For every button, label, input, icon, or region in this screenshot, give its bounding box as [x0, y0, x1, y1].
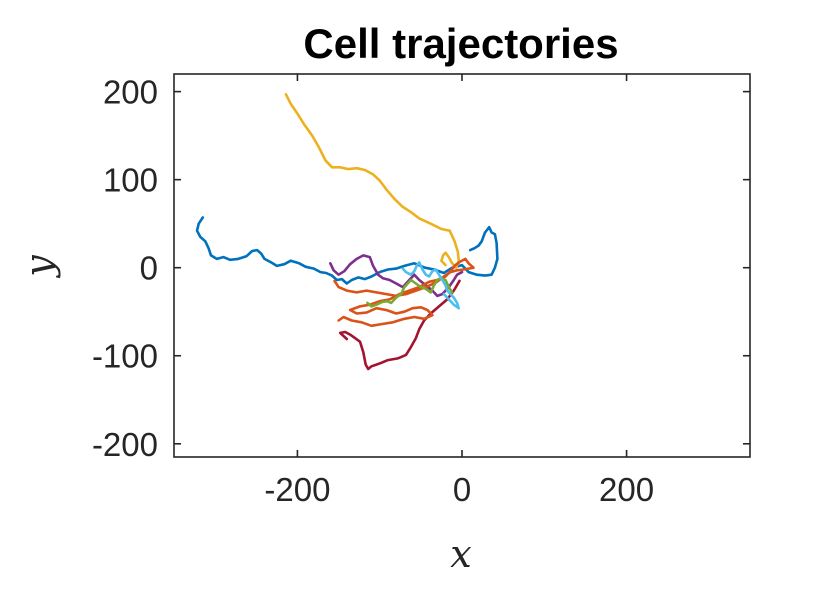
plot-area — [173, 73, 751, 458]
x-axis-label: x — [450, 532, 471, 576]
x-tick-label: 200 — [599, 471, 654, 508]
y-axis-label: y — [17, 255, 61, 279]
series-layer — [195, 93, 499, 371]
x-axis-ticks: -200 0 200 — [264, 74, 654, 508]
trajectory-line-6 — [366, 277, 454, 308]
trajectory-line-3 — [338, 279, 461, 371]
trajectory-line-2 — [284, 93, 460, 269]
trajectory-line-1 — [195, 216, 499, 285]
y-axis-ticks: -200 -100 0 100 200 — [92, 74, 750, 463]
chart-title: Cell trajectories — [303, 20, 618, 67]
y-tick-label: -200 — [92, 426, 158, 463]
trajectory-line-5 — [333, 257, 475, 328]
y-tick-label: 200 — [103, 74, 158, 111]
trajectory-line-7 — [401, 261, 460, 310]
x-tick-label: 0 — [453, 471, 471, 508]
x-tick-label: -200 — [264, 471, 330, 508]
y-tick-label: -100 — [92, 338, 158, 375]
y-tick-label: 100 — [103, 162, 158, 199]
y-tick-label: 0 — [140, 250, 158, 287]
trajectory-line-4 — [329, 254, 464, 298]
